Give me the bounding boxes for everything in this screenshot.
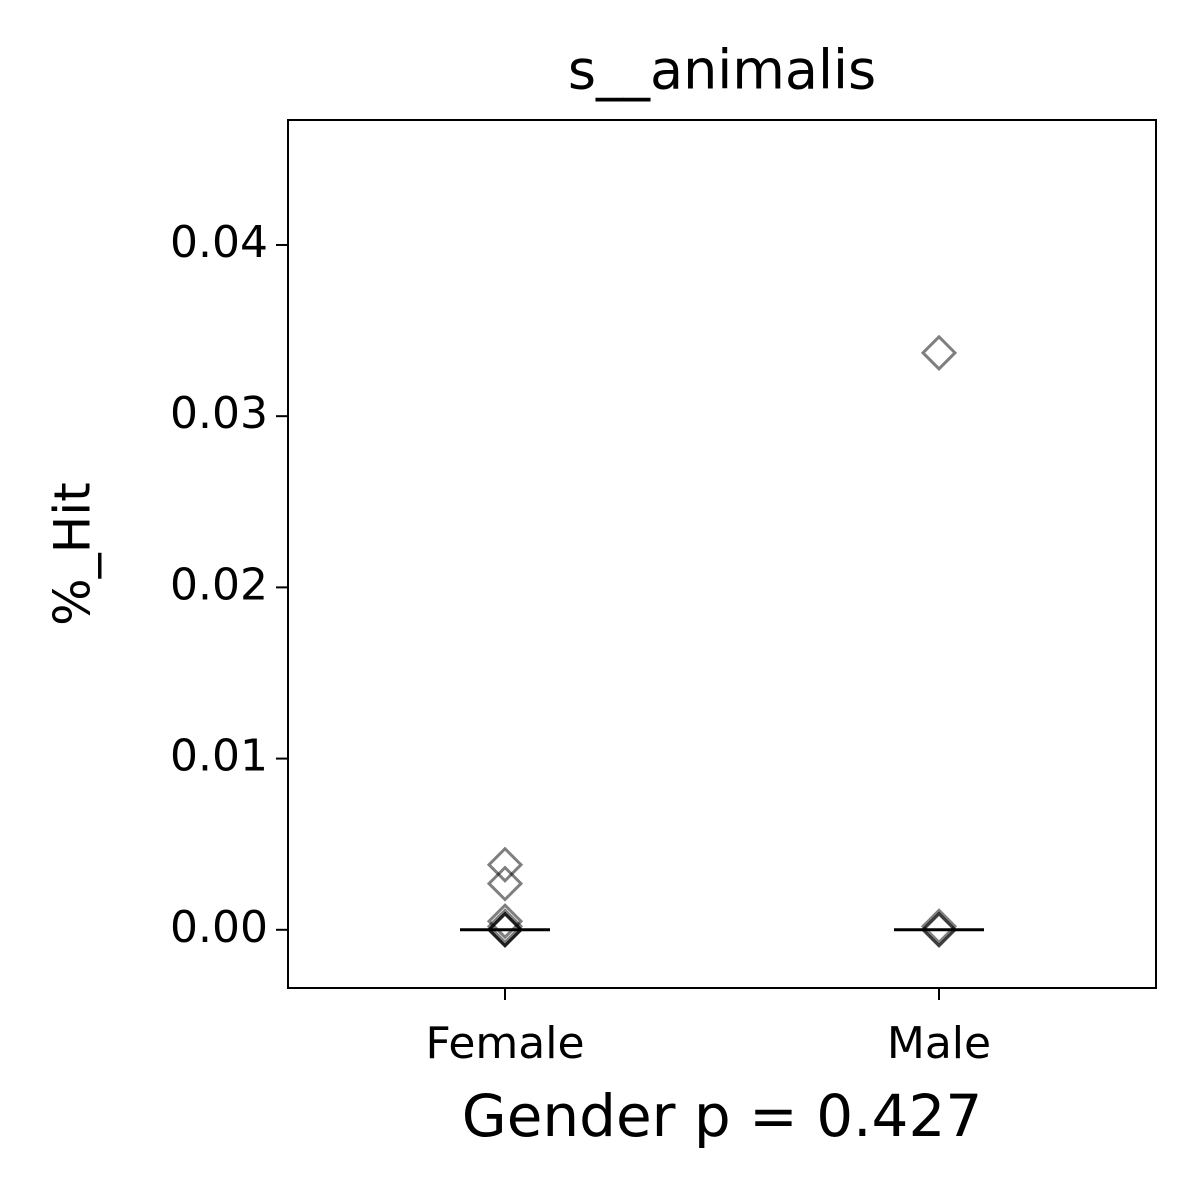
plot-frame (287, 119, 1157, 989)
point (486, 846, 524, 883)
y-tick-label: 0.03 (170, 388, 268, 439)
point (486, 908, 524, 945)
chart-title: s__animalis (568, 39, 876, 102)
x-axis-label: Gender p = 0.427 (462, 1082, 983, 1150)
y-tick-label: 0.01 (170, 731, 268, 782)
point (920, 911, 958, 948)
point (486, 865, 524, 902)
point (920, 334, 958, 371)
point (920, 908, 958, 945)
y-tick-label: 0.02 (170, 559, 268, 610)
y-tick-label: 0.04 (170, 217, 268, 268)
x-tick-label: Female (425, 1018, 584, 1069)
point (486, 911, 524, 948)
y-axis-label: %_Hit (44, 482, 102, 626)
x-tick-label: Male (887, 1018, 991, 1069)
y-tick-label: 0.00 (170, 902, 268, 953)
point (486, 903, 524, 940)
